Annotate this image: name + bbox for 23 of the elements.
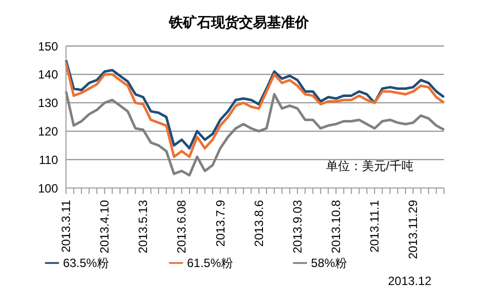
legend-label: 58%粉	[311, 256, 348, 270]
y-tick-label: 150	[38, 39, 58, 54]
annotation: 单位：美元/千吨	[326, 158, 414, 175]
x-tick-label: 2013.4.10	[98, 200, 112, 254]
x-tick-label: 2013.9.03	[290, 200, 304, 254]
x-tick-label: 2013.5.13	[136, 200, 150, 254]
x-tick-label: 2013.3.11	[59, 200, 73, 252]
y-tick-label: 140	[38, 68, 58, 82]
y-tick-label: 120	[38, 124, 58, 138]
x-tick-label: 2013.6.08	[174, 200, 189, 254]
y-tick-label: 110	[38, 152, 58, 167]
x-tick-label: 2013.10.8	[329, 200, 343, 254]
chart-title: 铁矿石现货交易基准价	[168, 14, 310, 32]
x-tick-label: 2013.8.6	[252, 200, 266, 247]
y-tick-label: 130	[38, 96, 58, 110]
line-series	[64, 90, 446, 176]
legend-label: 61.5%粉	[186, 256, 234, 270]
x-tick-label: 2013.7.9	[213, 200, 228, 247]
text: 2013.12	[388, 274, 432, 288]
y-tick-label: 100	[38, 181, 58, 196]
x-tick-label: 2013.11.1	[368, 200, 382, 252]
legend-label: 63.5%粉	[62, 256, 109, 270]
x-tick-label: 2013.11.29	[406, 200, 420, 260]
